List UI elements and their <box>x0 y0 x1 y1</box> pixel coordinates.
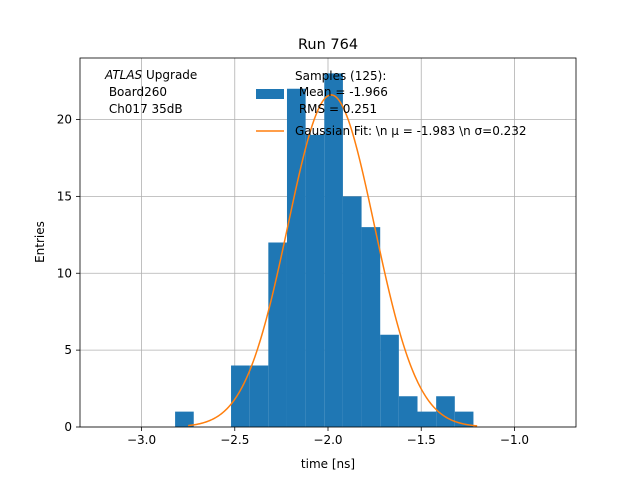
histogram-bar <box>380 334 399 427</box>
legend-mean-label: Mean = -1.966 <box>295 85 388 99</box>
histogram-bar <box>175 411 194 427</box>
y-tick-label: 10 <box>57 266 72 280</box>
chart-title: Run 764 <box>298 37 358 53</box>
x-tick-label: −1.0 <box>500 433 529 447</box>
histogram-bar <box>305 134 325 427</box>
legend-fit-label: Gaussian Fit: \n μ = -1.983 \n σ=0.232 <box>295 124 527 138</box>
x-tick-label: −3.0 <box>127 433 156 447</box>
x-tick-label: −2.0 <box>313 433 342 447</box>
legend-samples-label: Samples (125): <box>295 69 386 83</box>
histogram-bar <box>231 365 250 427</box>
x-tick-label: −2.5 <box>220 433 249 447</box>
y-tick-label: 20 <box>57 113 72 127</box>
upgrade-label: Upgrade <box>142 68 197 82</box>
histogram-bar <box>417 411 437 427</box>
y-tick-label: 0 <box>64 420 72 434</box>
y-axis-ticks: 0 5 10 15 20 <box>57 113 80 434</box>
x-axis-ticks: −3.0 −2.5 −2.0 −1.5 −1.0 <box>127 427 529 447</box>
histogram-bar <box>268 242 287 427</box>
atlas-label: ATLAS <box>104 68 143 82</box>
histogram-bar <box>342 196 362 427</box>
legend: Samples (125): Mean = -1.966 RMS = 0.251… <box>256 69 527 138</box>
x-axis-label: time [ns] <box>301 457 355 471</box>
svg-text:ATLAS Upgrade: ATLAS Upgrade <box>104 68 197 82</box>
legend-histogram-swatch <box>256 89 284 99</box>
board-label: Board260 <box>105 85 167 99</box>
histogram-bar <box>361 227 381 427</box>
atlas-annotation: ATLAS Upgrade Board260 Ch017 35dB <box>104 68 197 116</box>
y-tick-label: 15 <box>57 189 72 203</box>
channel-label: Ch017 35dB <box>105 102 183 116</box>
histogram-bar <box>286 88 306 427</box>
y-axis-label: Entries <box>33 221 47 263</box>
histogram-bar <box>398 396 418 427</box>
histogram-bar <box>324 73 343 427</box>
gaussian-fit-curve <box>188 94 478 427</box>
x-tick-label: −1.5 <box>407 433 436 447</box>
histogram-bar <box>249 365 269 427</box>
y-tick-label: 5 <box>64 343 72 357</box>
legend-rms-label: RMS = 0.251 <box>295 102 377 116</box>
